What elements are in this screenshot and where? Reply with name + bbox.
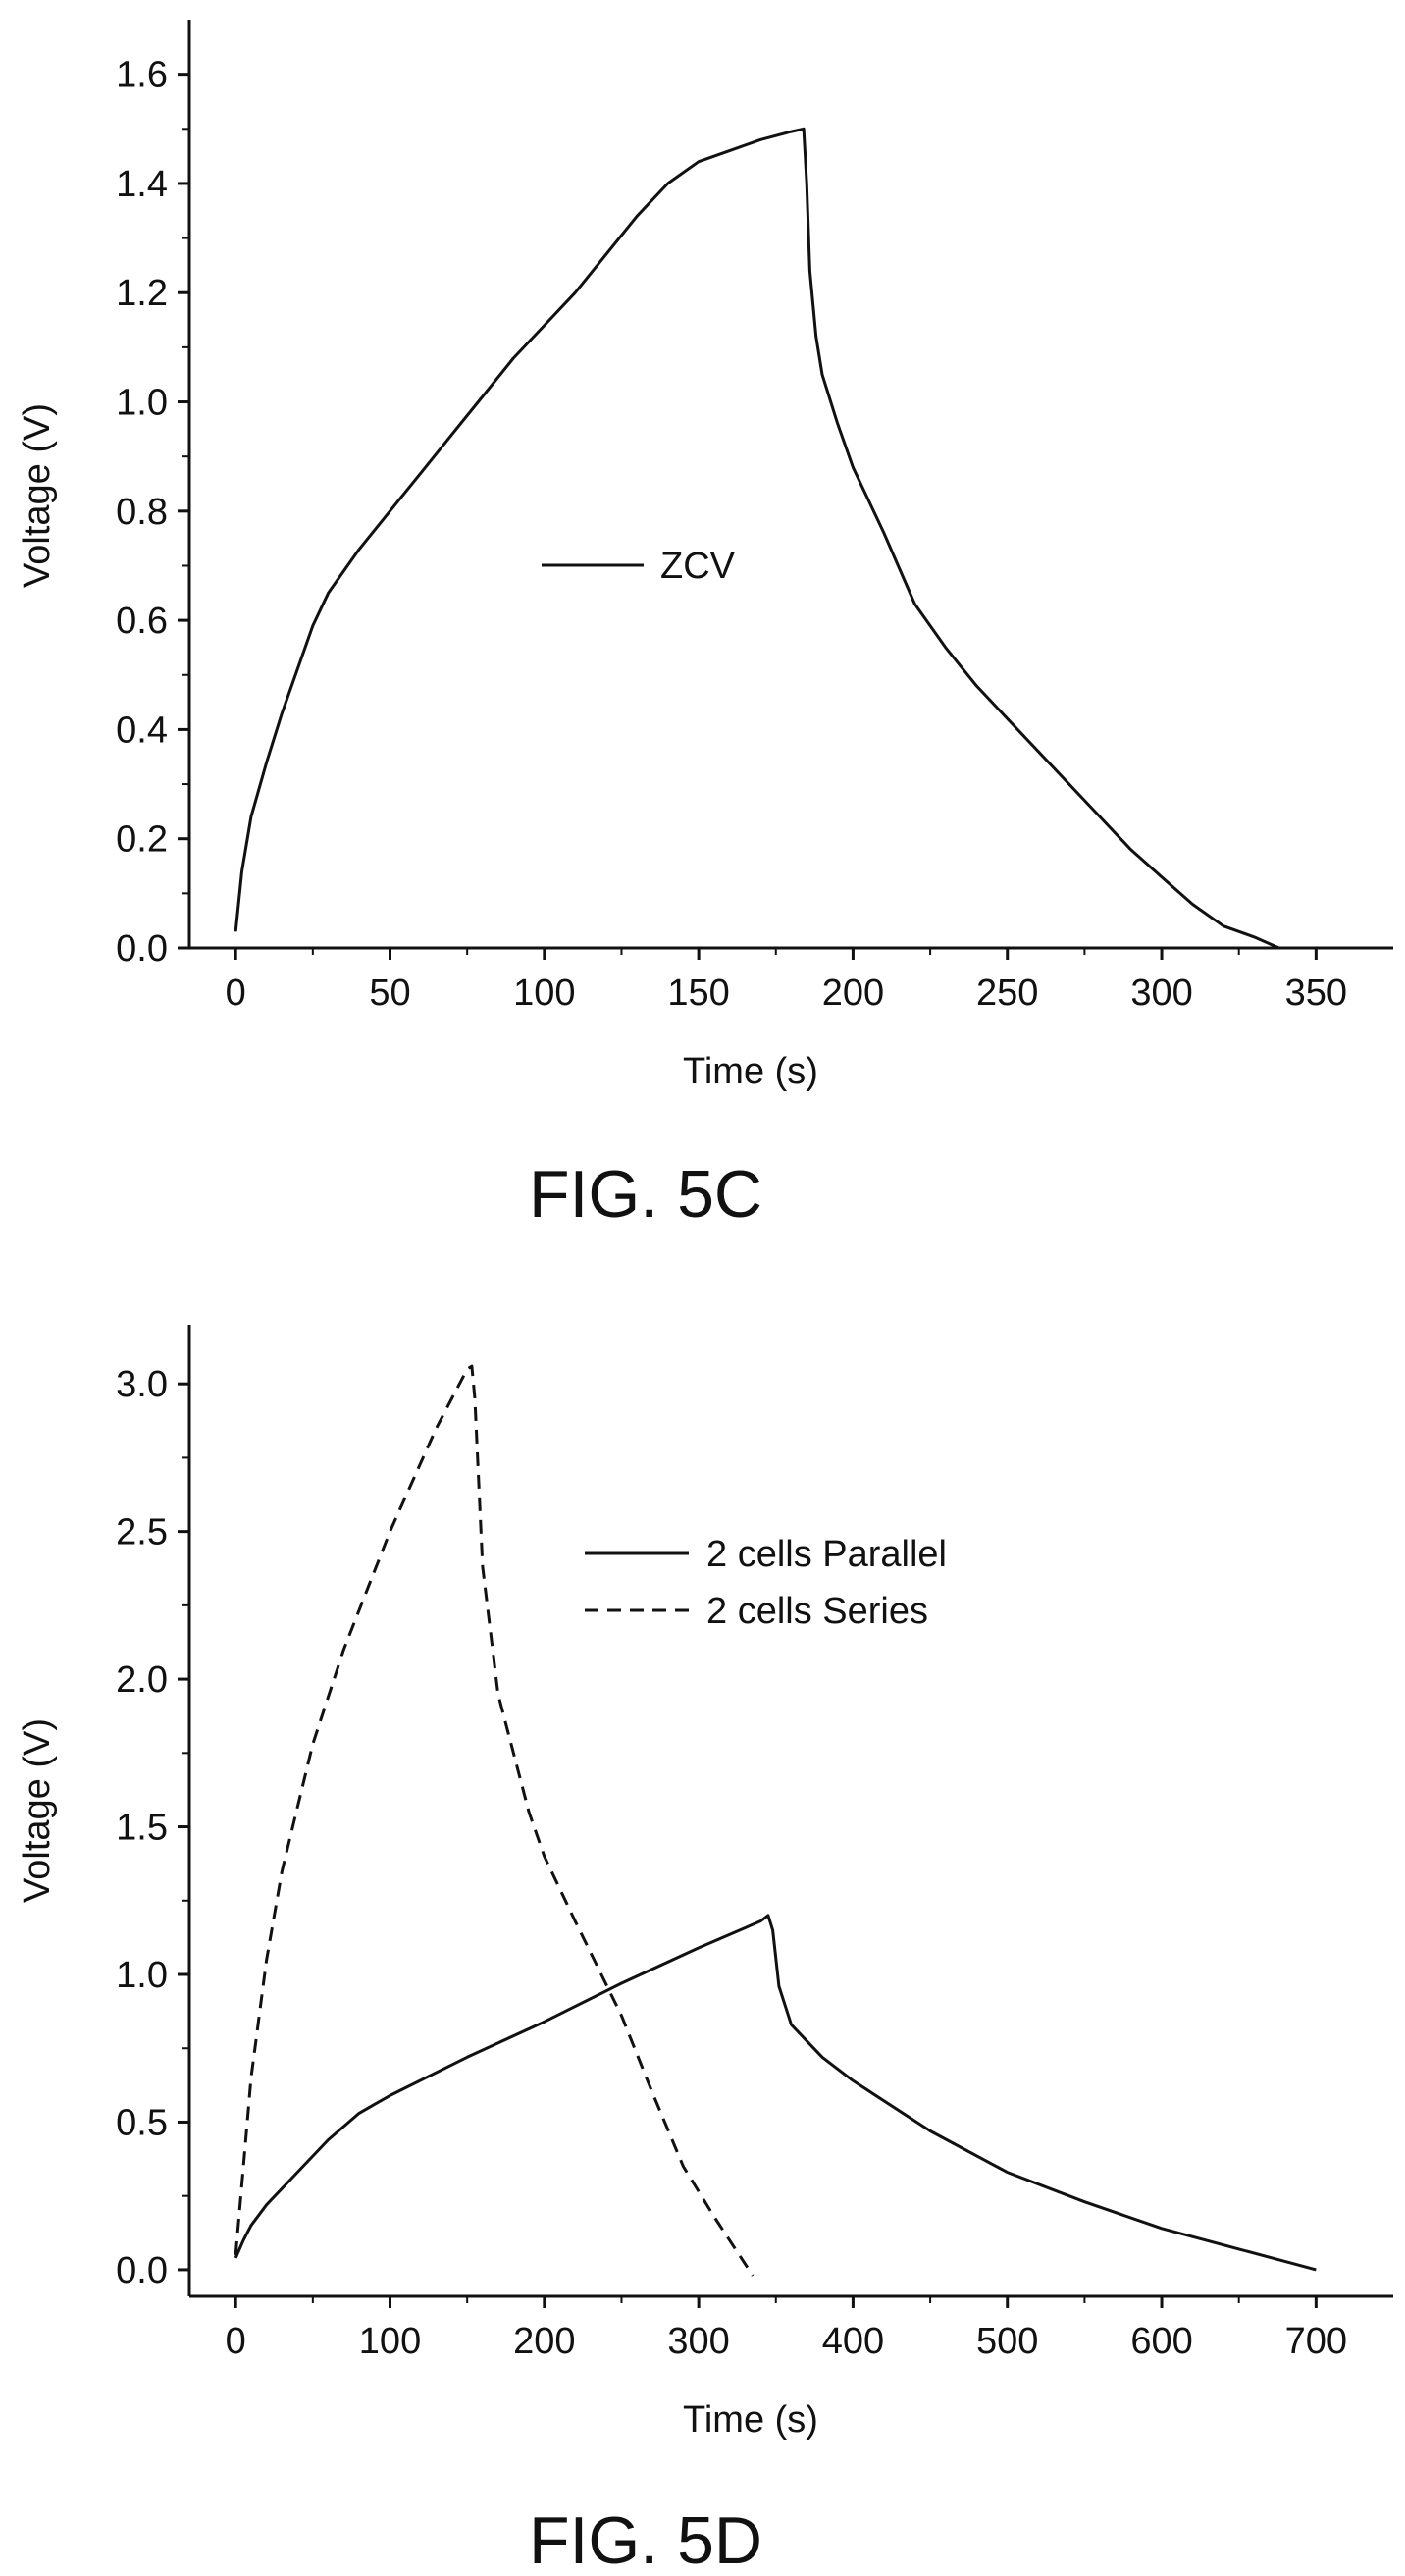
x-axis-label: Time (s) bbox=[683, 1051, 818, 1092]
y-tick-label: 0.0 bbox=[116, 2250, 168, 2291]
y-tick-label: 1.0 bbox=[116, 1955, 168, 1996]
series-line-zcv bbox=[234, 127, 1280, 950]
x-tick-label: 300 bbox=[667, 2321, 729, 2362]
y-tick-label: 1.5 bbox=[116, 1808, 168, 1849]
x-ticks: 0 100 200 300 400 500 600 700 bbox=[226, 2296, 1347, 2362]
x-tick-label: 50 bbox=[369, 973, 410, 1014]
legend: ZCV bbox=[542, 546, 736, 587]
x-tick-label: 150 bbox=[667, 973, 729, 1014]
y-tick-label: 0.5 bbox=[116, 2102, 168, 2143]
x-tick-label: 700 bbox=[1285, 2321, 1347, 2362]
x-tick-label: 100 bbox=[359, 2321, 421, 2362]
x-ticks: 0 50 100 150 200 250 300 350 bbox=[226, 948, 1347, 1014]
y-tick-label: 2.0 bbox=[116, 1659, 168, 1701]
x-tick-label: 400 bbox=[822, 2321, 884, 2362]
x-tick-label: 200 bbox=[822, 973, 884, 1014]
series-line-2-cells-parallel bbox=[234, 1914, 1317, 2272]
legend-label-zcv: ZCV bbox=[660, 546, 736, 587]
chart-5c: 0.0 0.2 0.4 0.6 0.8 1.0 1.2 1.4 1.6 0 50 100 150 200… bbox=[17, 20, 1393, 1232]
x-axis-label: Time (s) bbox=[683, 2399, 818, 2441]
y-tick-label: 0.8 bbox=[116, 492, 168, 533]
series-group bbox=[234, 1364, 1317, 2277]
y-tick-label: 0.6 bbox=[116, 601, 168, 642]
x-tick-label: 200 bbox=[513, 2321, 575, 2362]
x-tick-label: 0 bbox=[226, 973, 246, 1014]
x-tick-label: 300 bbox=[1130, 973, 1192, 1014]
legend-label-series: 2 cells Series bbox=[706, 1591, 928, 1632]
y-tick-label: 1.6 bbox=[116, 55, 168, 96]
y-tick-label: 0.2 bbox=[116, 819, 168, 861]
y-ticks: 0.0 0.2 0.4 0.6 0.8 1.0 1.2 1.4 1.6 bbox=[116, 55, 189, 970]
figure-caption: FIG. 5C bbox=[529, 1157, 762, 1232]
series-group bbox=[234, 127, 1280, 950]
legend: 2 cells Parallel 2 cells Series bbox=[585, 1534, 947, 1632]
x-tick-label: 100 bbox=[513, 973, 575, 1014]
y-tick-label: 0.4 bbox=[116, 710, 168, 751]
y-tick-label: 1.2 bbox=[116, 273, 168, 314]
x-tick-label: 0 bbox=[226, 2321, 246, 2362]
y-tick-label: 2.5 bbox=[116, 1512, 168, 1553]
y-axis-label: Voltage (V) bbox=[17, 403, 58, 588]
x-tick-label: 350 bbox=[1285, 973, 1347, 1014]
y-tick-label: 1.4 bbox=[116, 164, 168, 205]
legend-label-parallel: 2 cells Parallel bbox=[706, 1534, 947, 1575]
y-axis-label: Voltage (V) bbox=[17, 1718, 58, 1903]
figure-caption: FIG. 5D bbox=[529, 2503, 762, 2576]
y-ticks: 0.0 0.5 1.0 1.5 2.0 2.5 3.0 bbox=[116, 1364, 189, 2291]
x-tick-label: 600 bbox=[1130, 2321, 1192, 2362]
y-tick-label: 3.0 bbox=[116, 1364, 168, 1405]
x-tick-label: 250 bbox=[976, 973, 1038, 1014]
chart-5d: 0.0 0.5 1.0 1.5 2.0 2.5 3.0 0 100 200 300 400 500 60… bbox=[17, 1325, 1393, 2576]
y-tick-label: 1.0 bbox=[116, 383, 168, 424]
x-tick-label: 500 bbox=[976, 2321, 1038, 2362]
y-tick-label: 0.0 bbox=[116, 928, 168, 970]
series-line-2-cells-series bbox=[234, 1364, 755, 2277]
